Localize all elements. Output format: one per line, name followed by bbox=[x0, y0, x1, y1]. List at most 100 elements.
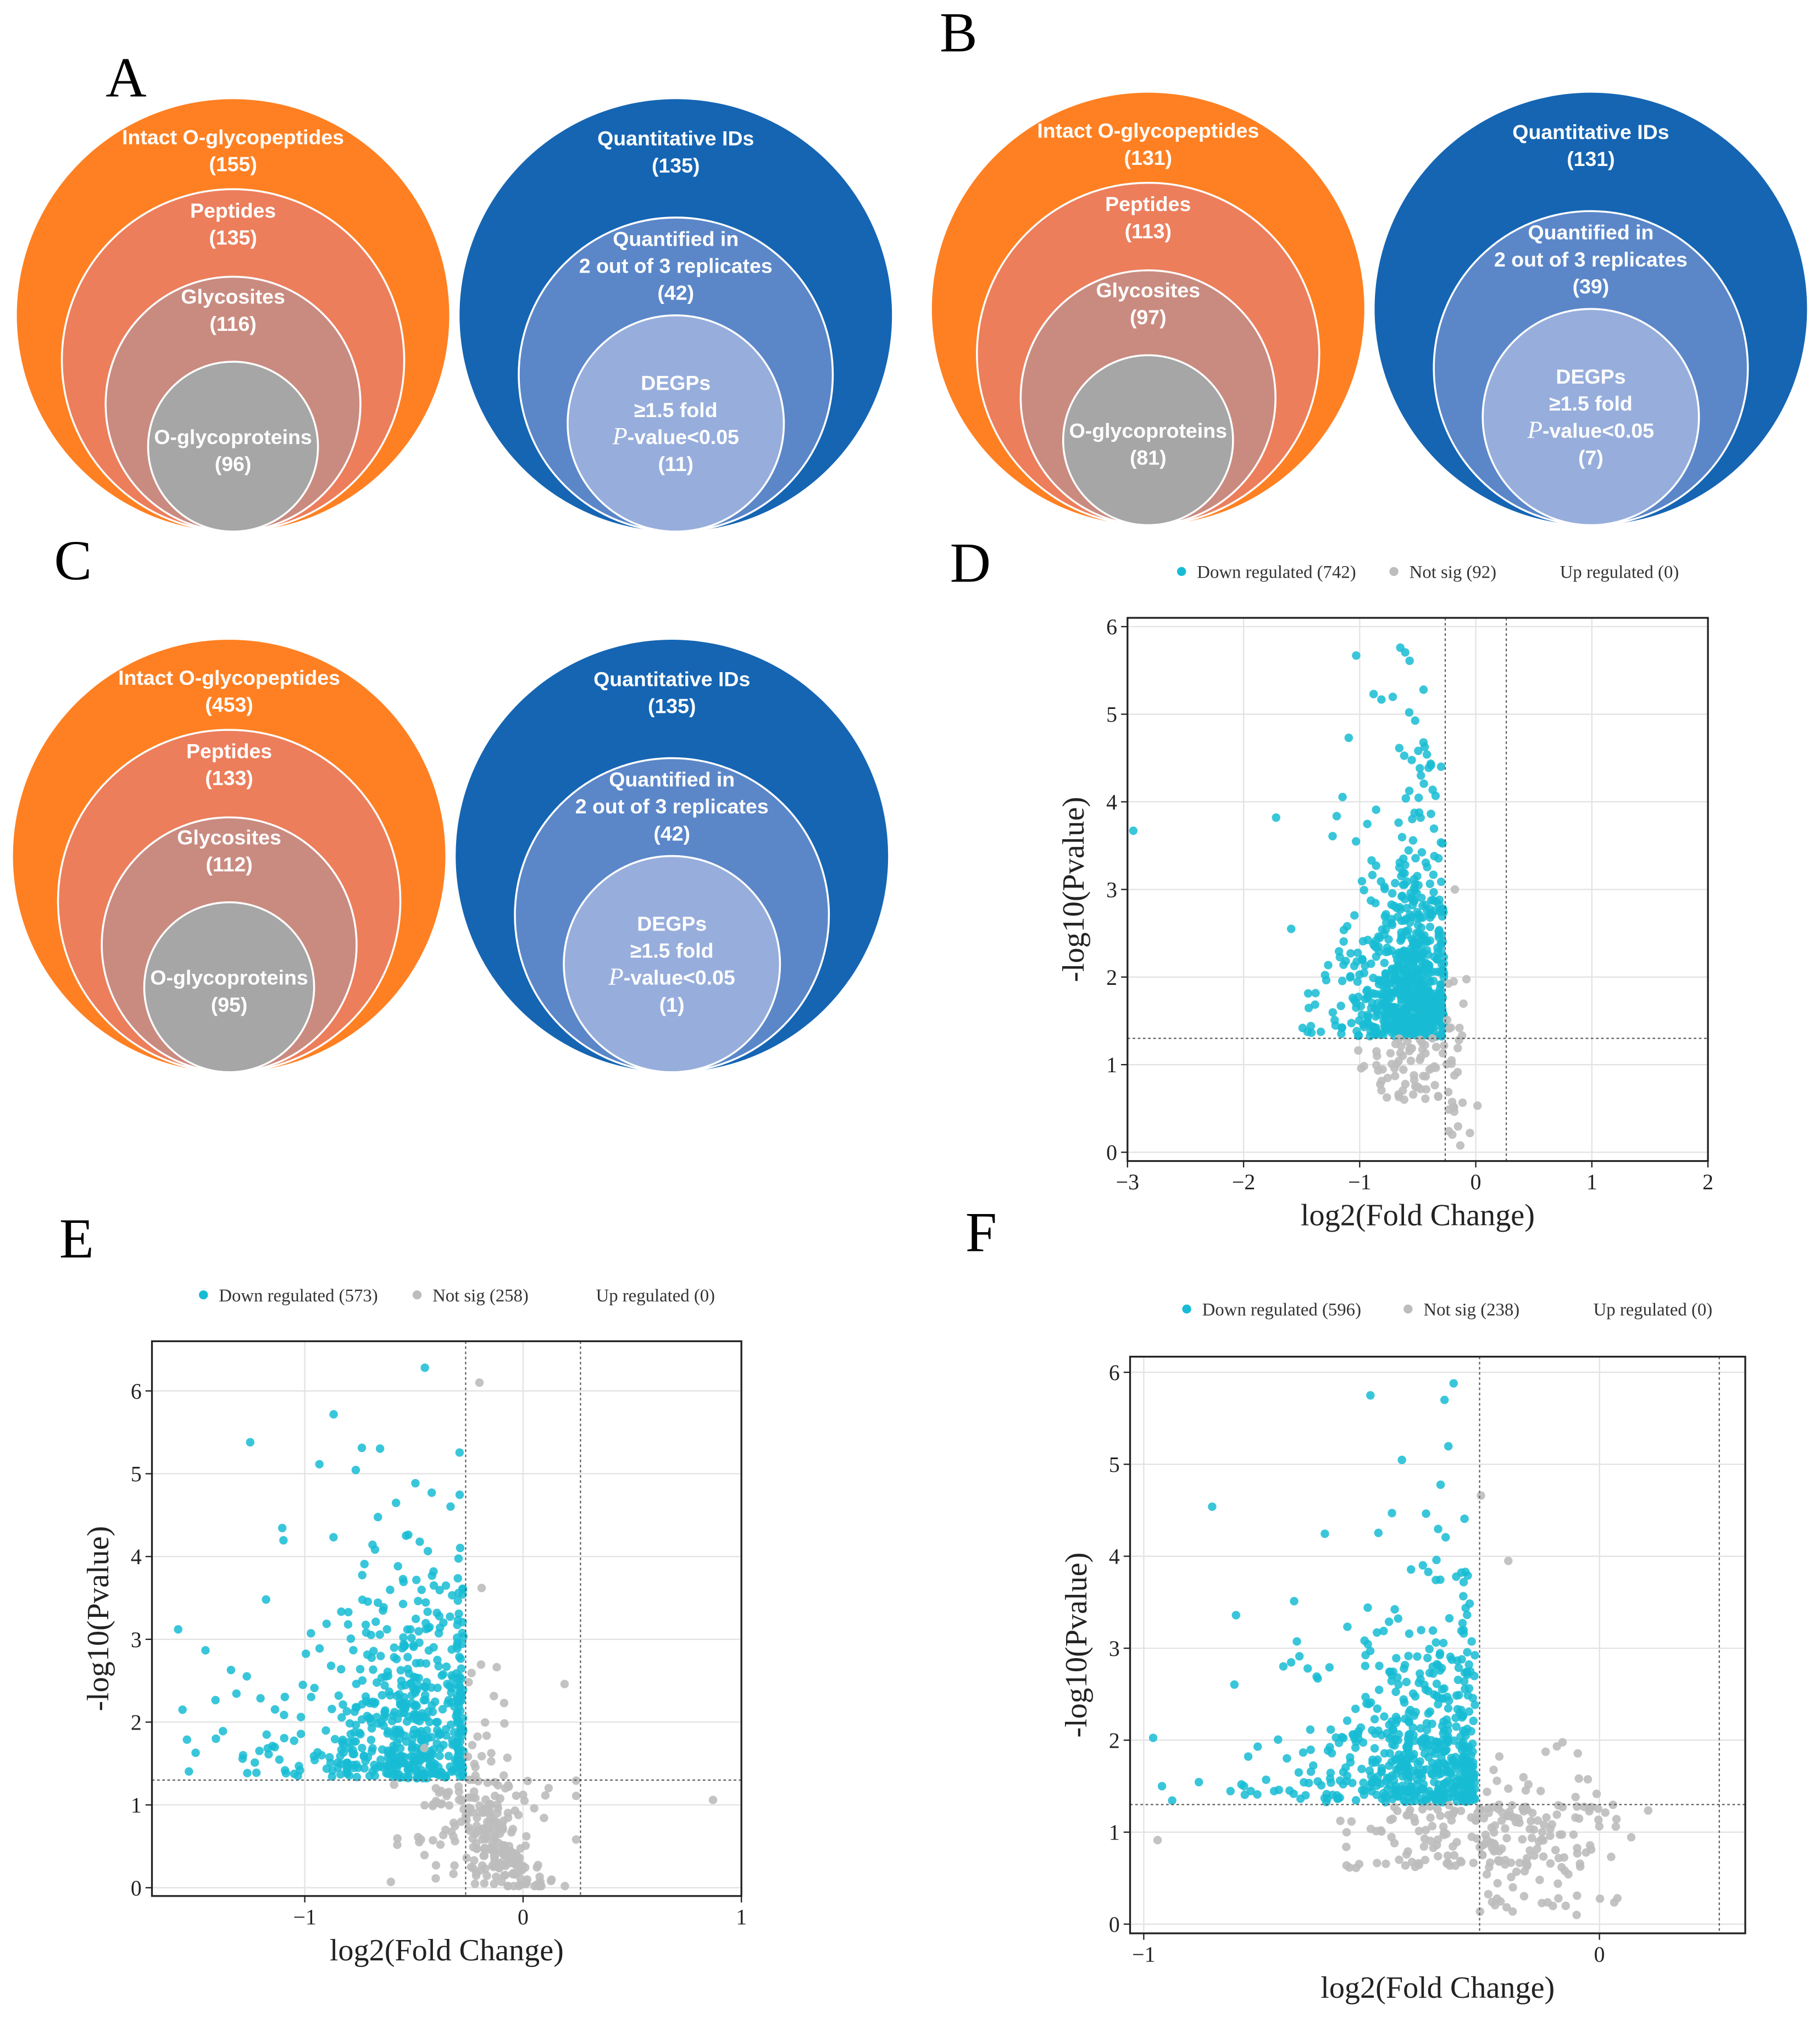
point-down-regulated bbox=[1237, 1780, 1246, 1789]
point-down-regulated bbox=[346, 1634, 356, 1643]
point-not-sig bbox=[1515, 1858, 1524, 1868]
point-down-regulated bbox=[1424, 1787, 1434, 1796]
point-down-regulated bbox=[403, 1653, 412, 1661]
point-down-regulated bbox=[387, 1751, 396, 1760]
point-down-regulated bbox=[1449, 1379, 1458, 1388]
point-down-regulated bbox=[1290, 1597, 1299, 1606]
point-not-sig bbox=[1592, 1789, 1601, 1798]
point-not-sig bbox=[478, 1861, 487, 1870]
point-down-regulated bbox=[1436, 1480, 1445, 1489]
point-down-regulated bbox=[1397, 833, 1407, 841]
point-not-sig bbox=[1490, 1821, 1500, 1830]
point-down-regulated bbox=[185, 1767, 193, 1776]
point-down-regulated bbox=[1357, 877, 1367, 886]
point-not-sig bbox=[540, 1814, 548, 1822]
point-down-regulated bbox=[454, 1609, 463, 1619]
point-down-regulated bbox=[1464, 1660, 1473, 1669]
point-not-sig bbox=[1444, 1105, 1453, 1114]
y-tick-label: 2 bbox=[1106, 966, 1117, 990]
point-not-sig bbox=[484, 1845, 492, 1854]
point-down-regulated bbox=[1372, 805, 1380, 814]
point-down-regulated bbox=[453, 1760, 462, 1769]
point-down-regulated bbox=[218, 1727, 228, 1736]
point-down-regulated bbox=[1392, 1769, 1401, 1778]
point-down-regulated bbox=[369, 1665, 378, 1674]
point-down-regulated bbox=[1385, 1720, 1394, 1730]
point-down-regulated bbox=[384, 1671, 393, 1681]
point-down-regulated bbox=[1406, 918, 1414, 927]
point-down-regulated bbox=[1304, 1004, 1313, 1012]
volcano-plot-d: −3 −2 −1 0 1 2 0 1 2 3 4 5 6 log2(Fold Change) -log10(… bbox=[1057, 563, 1713, 1233]
point-down-regulated bbox=[1379, 1626, 1388, 1636]
point-down-regulated bbox=[296, 1713, 306, 1721]
pvalue-text: -value<0.05 bbox=[624, 966, 735, 989]
point-not-sig bbox=[1507, 1872, 1516, 1882]
point-down-regulated bbox=[1435, 1789, 1444, 1798]
point-down-regulated bbox=[396, 1666, 406, 1675]
point-down-regulated bbox=[1360, 968, 1369, 977]
point-down-regulated bbox=[1371, 1012, 1380, 1021]
point-down-regulated bbox=[447, 1688, 456, 1697]
point-down-regulated bbox=[1366, 1391, 1375, 1400]
point-not-sig bbox=[1444, 1088, 1453, 1096]
point-down-regulated bbox=[363, 1753, 373, 1762]
point-not-sig bbox=[1456, 1857, 1465, 1865]
x-tick-label: −3 bbox=[1116, 1170, 1139, 1194]
point-down-regulated bbox=[1463, 1691, 1472, 1700]
p-italic: P bbox=[1527, 415, 1542, 443]
point-not-sig bbox=[1518, 1835, 1527, 1844]
point-down-regulated bbox=[1397, 1757, 1406, 1766]
y-tick-label: 0 bbox=[1106, 1141, 1117, 1165]
point-down-regulated bbox=[1464, 1684, 1474, 1693]
circle-glycoproteins bbox=[143, 901, 315, 1073]
point-not-sig bbox=[465, 1826, 474, 1835]
point-down-regulated bbox=[350, 1728, 359, 1737]
point-not-sig bbox=[1489, 1828, 1499, 1837]
point-down-regulated bbox=[1397, 948, 1406, 957]
degps-count: (7) bbox=[1578, 446, 1603, 469]
volcano-plot-e: −1 0 1 0 1 2 3 4 5 6 log2(Fold Change) -log10(Pvalu… bbox=[81, 1286, 747, 1968]
point-down-regulated bbox=[445, 1681, 454, 1691]
point-down-regulated bbox=[1417, 894, 1426, 902]
quantified-replicates-label: Quantified in bbox=[609, 768, 735, 791]
point-down-regulated bbox=[1425, 922, 1435, 932]
point-down-regulated bbox=[264, 1750, 273, 1759]
point-down-regulated bbox=[398, 1575, 408, 1583]
point-down-regulated bbox=[1408, 1723, 1417, 1732]
point-not-sig bbox=[431, 1874, 440, 1883]
glycosites-label: (97) bbox=[1130, 306, 1167, 329]
point-down-regulated bbox=[334, 1691, 343, 1700]
point-down-regulated bbox=[357, 1443, 367, 1453]
point-down-regulated bbox=[398, 1599, 408, 1609]
y-axis-label: -log10(Pvalue) bbox=[81, 1526, 115, 1711]
point-down-regulated bbox=[1358, 956, 1367, 965]
point-down-regulated bbox=[1439, 1747, 1448, 1756]
glycosites-label: (112) bbox=[206, 853, 252, 876]
point-down-regulated bbox=[1343, 1622, 1352, 1631]
point-not-sig bbox=[420, 1801, 429, 1810]
point-down-regulated bbox=[1425, 1707, 1435, 1716]
point-down-regulated bbox=[322, 1764, 331, 1773]
point-not-sig bbox=[386, 1877, 396, 1886]
point-down-regulated bbox=[262, 1595, 270, 1604]
point-not-sig bbox=[508, 1825, 517, 1833]
point-down-regulated bbox=[337, 1607, 346, 1616]
fold-threshold-label: ≥1.5 fold bbox=[1549, 392, 1633, 415]
point-down-regulated bbox=[1427, 896, 1436, 905]
point-down-regulated bbox=[1425, 879, 1435, 888]
point-down-regulated bbox=[1332, 812, 1341, 821]
point-down-regulated bbox=[1415, 939, 1424, 947]
point-not-sig bbox=[1501, 1824, 1510, 1833]
point-down-regulated bbox=[360, 1764, 369, 1773]
y-tick-label: 1 bbox=[131, 1793, 142, 1817]
point-not-sig bbox=[1442, 1060, 1451, 1069]
point-down-regulated bbox=[427, 1733, 436, 1742]
point-not-sig bbox=[1429, 1843, 1438, 1852]
point-not-sig bbox=[462, 1853, 471, 1863]
fold-threshold-label: ≥1.5 fold bbox=[634, 398, 718, 422]
quantitative-ids-label: (131) bbox=[1567, 147, 1614, 170]
point-not-sig bbox=[1442, 1015, 1452, 1024]
point-down-regulated bbox=[1401, 1714, 1410, 1724]
point-down-regulated bbox=[1391, 1735, 1400, 1744]
point-down-regulated bbox=[367, 1736, 376, 1744]
